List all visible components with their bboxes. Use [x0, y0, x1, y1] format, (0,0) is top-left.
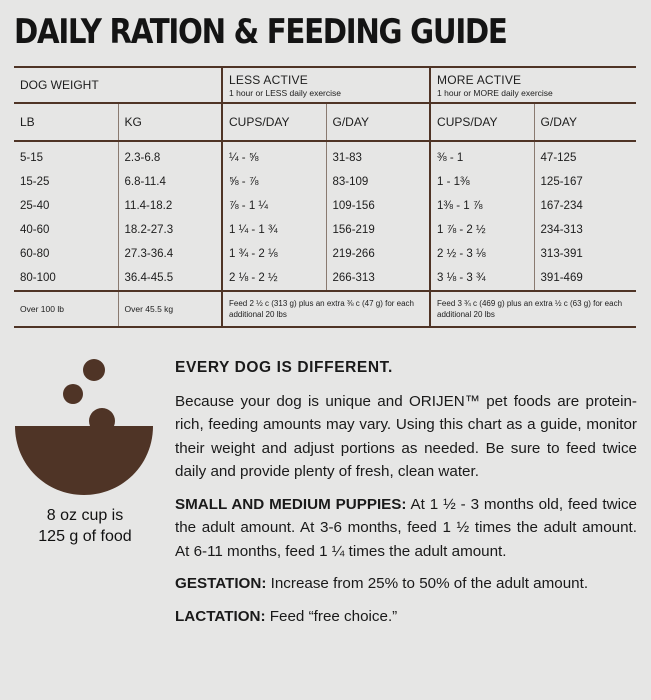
- cell-more-cups: 2 ½ - 3 ⅛: [429, 242, 535, 266]
- cell-kg: 36.4-45.5: [117, 266, 223, 291]
- cell-lb: 25-40: [20, 200, 50, 212]
- kibble-icon: [63, 384, 83, 404]
- kibble-icon: [83, 359, 105, 381]
- table-row: 5-15 2.3-6.8 ¼ - ⅝ 31-83 ⅜ - 1 47-125: [14, 141, 637, 170]
- less-active-header: LESS ACTIVE 1 hour or LESS daily exercis…: [221, 66, 431, 103]
- feeding-notes: EVERY DOG IS DIFFERENT. Because your dog…: [175, 356, 637, 628]
- less-active-subtitle: 1 hour or LESS daily exercise: [229, 87, 341, 98]
- table-group-header: DOG WEIGHT LESS ACTIVE 1 hour or LESS da…: [14, 66, 637, 103]
- cell-less-grams: 31-83: [325, 141, 431, 170]
- cell-more-grams: 125-167: [533, 170, 637, 194]
- cell-less-grams: 266-313: [325, 266, 431, 291]
- cup-caption-line-2: 125 g of food: [38, 528, 132, 545]
- cell-kg: 2.3-6.8: [117, 141, 223, 170]
- cell-less-cups: ⅞ - 1 ¼: [221, 194, 327, 218]
- cell-kg: 27.3-36.4: [117, 242, 223, 266]
- cell-less-grams: 219-266: [325, 242, 431, 266]
- cell-less-grams: 83-109: [325, 170, 431, 194]
- puppies-label: SMALL AND MEDIUM PUPPIES:: [175, 495, 407, 513]
- cell-less-cups: ⅝ - ⅞: [221, 170, 327, 194]
- column-header-less-cups: CUPS/DAY: [221, 102, 327, 142]
- table-row: 40-60 18.2-27.3 1 ¼ - 1 ¾ 156-219 1 ⅞ - …: [14, 218, 637, 242]
- less-active-extra-note: Feed 2 ½ c (313 g) plus an extra ⅜ c (47…: [221, 290, 431, 328]
- cell-lb: 60-80: [20, 248, 50, 260]
- cell-kg: 18.2-27.3: [117, 218, 223, 242]
- column-header-kg: KG: [117, 102, 223, 142]
- cell-less-cups: 1 ¼ - 1 ¾: [221, 218, 327, 242]
- more-active-extra-note: Feed 3 ¾ c (469 g) plus an extra ½ c (63…: [429, 290, 637, 328]
- cell-lb: 15-25: [20, 176, 50, 188]
- cell-more-grams: 234-313: [533, 218, 637, 242]
- cell-more-grams: 47-125: [533, 141, 637, 170]
- cell-less-cups: 2 ⅛ - 2 ½: [221, 266, 327, 291]
- cell-less-grams: 109-156: [325, 194, 431, 218]
- more-active-header: MORE ACTIVE 1 hour or MORE daily exercis…: [429, 66, 637, 103]
- gestation-label: GESTATION:: [175, 575, 267, 592]
- page-title: DAILY RATION & FEEDING GUIDE: [14, 12, 508, 52]
- cell-less-grams: 156-219: [325, 218, 431, 242]
- cell-kg: 6.8-11.4: [117, 170, 223, 194]
- column-header-lb: LB: [14, 102, 118, 142]
- lactation-note: LACTATION: Feed “free choice.”: [175, 605, 637, 629]
- bowl-shape: [15, 426, 153, 495]
- gestation-note: GESTATION: Increase from 25% to 50% of t…: [175, 572, 637, 596]
- food-bowl-icon: [15, 359, 153, 495]
- table-row: 60-80 27.3-36.4 1 ¾ - 2 ⅛ 219-266 2 ½ - …: [14, 242, 637, 266]
- gestation-text: Increase from 25% to 50% of the adult am…: [266, 575, 589, 592]
- less-active-title: LESS ACTIVE: [229, 72, 308, 87]
- more-active-title: MORE ACTIVE: [437, 72, 522, 87]
- table-row-extra: Over 100 lb Over 45.5 kg Feed 2 ½ c (313…: [14, 290, 637, 328]
- cell-more-cups: ⅜ - 1: [429, 141, 535, 170]
- lactation-label: LACTATION:: [175, 607, 266, 625]
- feeding-table: DOG WEIGHT LESS ACTIVE 1 hour or LESS da…: [14, 66, 637, 328]
- dog-weight-header: DOG WEIGHT: [14, 66, 223, 103]
- column-header-more-cups: CUPS/DAY: [429, 102, 535, 142]
- puppies-note: SMALL AND MEDIUM PUPPIES: At 1 ½ - 3 mon…: [175, 493, 637, 564]
- cell-more-cups: 3 ⅛ - 3 ¾: [429, 266, 535, 291]
- cell-more-cups: 1 ⅞ - 2 ½: [429, 218, 535, 242]
- table-row: 25-40 11.4-18.2 ⅞ - 1 ¼ 109-156 1⅜ - 1 ⅞…: [14, 194, 637, 218]
- cell-lb: 5-15: [20, 152, 44, 164]
- table-column-header-row: LB KG CUPS/DAY G/DAY CUPS/DAY G/DAY: [14, 102, 637, 142]
- cell-more-grams: 167-234: [533, 194, 637, 218]
- cell-less-cups: ¼ - ⅝: [221, 141, 327, 170]
- cell-lb: 40-60: [20, 224, 50, 236]
- notes-intro: Because your dog is unique and ORIJEN™ p…: [175, 392, 637, 481]
- cell-lb-extra: Over 100 lb: [14, 290, 118, 328]
- cell-more-grams: 313-391: [533, 242, 637, 266]
- cup-caption-line-1: 8 oz cup is: [46, 507, 124, 524]
- cell-lb: 80-100: [20, 272, 56, 284]
- cup-size-caption: 8 oz cup is 125 g of food: [20, 505, 150, 547]
- cell-more-grams: 391-469: [533, 266, 637, 291]
- column-header-more-grams: G/DAY: [533, 102, 637, 142]
- table-row: 80-100 36.4-45.5 2 ⅛ - 2 ½ 266-313 3 ⅛ -…: [14, 266, 637, 291]
- more-active-subtitle: 1 hour or MORE daily exercise: [437, 87, 553, 98]
- table-row: 15-25 6.8-11.4 ⅝ - ⅞ 83-109 1 - 1⅜ 125-1…: [14, 170, 637, 194]
- cell-kg: 11.4-18.2: [117, 194, 223, 218]
- notes-heading: EVERY DOG IS DIFFERENT.: [175, 359, 393, 376]
- column-header-less-grams: G/DAY: [325, 102, 431, 142]
- cell-more-cups: 1⅜ - 1 ⅞: [429, 194, 535, 218]
- cell-more-cups: 1 - 1⅜: [429, 170, 535, 194]
- cell-less-cups: 1 ¾ - 2 ⅛: [221, 242, 327, 266]
- lactation-text: Feed “free choice.”: [265, 607, 398, 625]
- cell-kg-extra: Over 45.5 kg: [117, 290, 223, 328]
- puppies-text: At 1 ½ - 3 months old, feed twice the ad…: [175, 495, 637, 560]
